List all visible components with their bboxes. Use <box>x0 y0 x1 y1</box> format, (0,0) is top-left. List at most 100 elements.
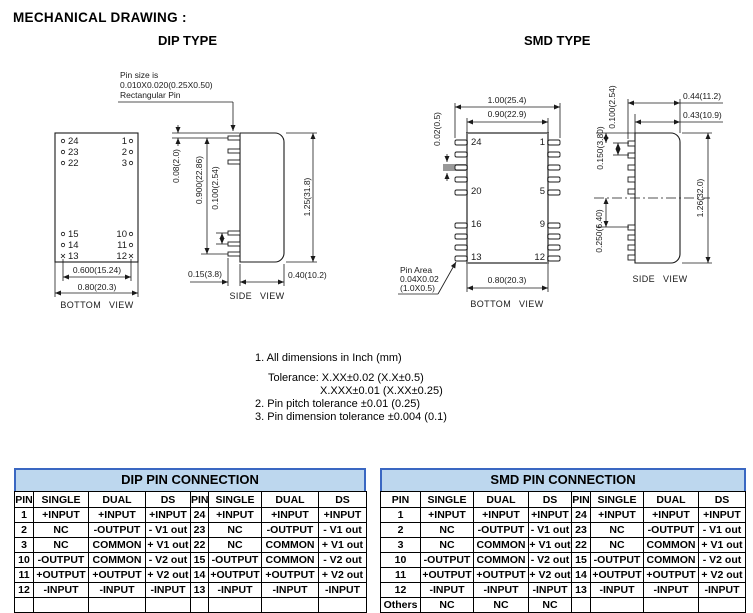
column-header: DS <box>528 491 572 508</box>
table-row: 10 -OUTPUT COMMON - V2 out 15 -OUTPUT COMMON - … <box>380 552 746 568</box>
table-cell: COMMON <box>473 552 529 568</box>
dim-label: 0.43(10.9) <box>683 110 722 120</box>
table-cell: +INPUT <box>318 507 367 523</box>
svg-text:22: 22 <box>68 158 79 169</box>
dip-pin-note-line: Rectangular Pin <box>120 90 181 100</box>
svg-text:1: 1 <box>122 136 127 147</box>
table-cell: NC <box>33 522 89 538</box>
dip-pin-connection-section: DIP PIN CONNECTION PIN SINGLE DUAL DS PIN SIN… <box>14 468 367 613</box>
table-cell: NC <box>420 522 474 538</box>
dim-label: 0.100(2.54) <box>210 166 220 210</box>
smd-table-title: SMD PIN CONNECTION <box>380 468 746 491</box>
dim-label: 0.40(10.2) <box>288 270 327 280</box>
table-cell: 2 <box>14 522 34 538</box>
table-cell: 12 <box>14 582 34 598</box>
table-cell: + V2 out <box>528 567 572 583</box>
table-cell: NC <box>208 537 262 553</box>
column-header: SINGLE <box>208 491 262 508</box>
dim-label: 1.25(31.8) <box>302 177 312 216</box>
svg-text:16: 16 <box>471 219 482 230</box>
note-line: 2. Pin pitch tolerance ±0.01 (0.25) <box>255 398 421 410</box>
table-row: 2 NC -OUTPUT - V1 out 23 NC -OUTPUT - V1 out <box>380 522 746 538</box>
table-cell: +INPUT <box>528 507 572 523</box>
smd-pin-connection-section: SMD PIN CONNECTION PIN SINGLE DUAL DS PIN SIN… <box>380 468 746 613</box>
table-row: Others NC NC NC <box>380 597 746 613</box>
table-cell: NC <box>590 522 644 538</box>
dim-label: 0.150(3.80) <box>595 126 605 170</box>
table-cell: +INPUT <box>261 507 319 523</box>
smd-pin-table: PIN SINGLE DUAL DS PIN SINGLE DUAL DS 1 +INPUT +IN… <box>380 491 746 613</box>
table-cell: 15 <box>571 552 591 568</box>
table-cell: -INPUT <box>145 582 191 598</box>
table-cell: 2 <box>380 522 421 538</box>
table-cell: -OUTPUT <box>420 552 474 568</box>
table-cell: 14 <box>190 567 209 583</box>
dim-label: 0.100(2.54) <box>607 85 617 129</box>
table-cell: +INPUT <box>208 507 262 523</box>
table-cell <box>698 597 746 613</box>
smd-pin-area-note: 0.04X0.02 <box>400 274 439 284</box>
table-cell: -OUTPUT <box>261 522 319 538</box>
table-cell: -INPUT <box>318 582 367 598</box>
table-row: 3 NC COMMON + V1 out 22 NC COMMON + V1 out <box>380 537 746 553</box>
table-row: 12 -INPUT -INPUT -INPUT 13 -INPUT -INPUT -INPUT <box>380 582 746 598</box>
table-cell: + V2 out <box>698 567 746 583</box>
dip-bottom-body <box>54 132 139 263</box>
svg-text:13: 13 <box>68 251 79 262</box>
table-cell: COMMON <box>261 537 319 553</box>
table-cell <box>318 597 367 613</box>
dim-label: 0.900(22.86) <box>194 156 204 204</box>
table-cell: +OUTPUT <box>88 567 146 583</box>
dip-bottom-pin-numbers: 24 23 22 15 14 13 1 2 3 10 11 12 <box>68 136 127 262</box>
table-cell: NC <box>420 537 474 553</box>
table-cell: -INPUT <box>643 582 699 598</box>
column-header: PIN <box>190 491 209 508</box>
smd-pin-area-note: (1.0X0.5) <box>400 283 435 293</box>
dip-side-body <box>239 132 285 263</box>
smd-bottom-pins <box>454 139 561 262</box>
dim-label: 0.44(11.2) <box>683 91 721 101</box>
svg-text:10: 10 <box>116 229 127 240</box>
dim-label: 0.600(15.24) <box>73 265 121 275</box>
table-cell: -OUTPUT <box>643 522 699 538</box>
smd-bottom-view-label: BOTTOM VIEW <box>470 299 543 309</box>
table-cell <box>14 597 34 613</box>
table-cell <box>33 597 89 613</box>
table-cell: -OUTPUT <box>473 522 529 538</box>
smd-pin-area-note: Pin Area <box>400 265 432 275</box>
column-header: DUAL <box>88 491 146 508</box>
table-cell: 14 <box>571 567 591 583</box>
table-cell: + V1 out <box>528 537 572 553</box>
smd-bottom-pin-numbers: 24 20 16 13 1 5 9 12 <box>471 137 545 263</box>
table-row: 11 +OUTPUT +OUTPUT + V2 out 14 +OUTPUT +OUTPUT… <box>14 567 367 583</box>
table-cell: 23 <box>190 522 209 538</box>
table-cell: - V2 out <box>528 552 572 568</box>
table-cell: - V1 out <box>528 522 572 538</box>
table-cell: 13 <box>190 582 209 598</box>
table-cell: 22 <box>190 537 209 553</box>
dip-drawing: Pin size is 0.010X0.020(0.25X0.50) Recta… <box>54 70 327 310</box>
table-row: 12 -INPUT -INPUT -INPUT 13 -INPUT -INPUT -INPUT <box>14 582 367 598</box>
table-cell: -INPUT <box>528 582 572 598</box>
table-cell: -OUTPUT <box>590 552 644 568</box>
table-cell: -INPUT <box>473 582 529 598</box>
table-cell: -OUTPUT <box>33 552 89 568</box>
svg-text:15: 15 <box>68 229 79 240</box>
table-cell: 10 <box>14 552 34 568</box>
table-cell: +OUTPUT <box>33 567 89 583</box>
svg-text:24: 24 <box>68 136 79 147</box>
table-cell: +INPUT <box>643 507 699 523</box>
dim-label: 0.08(2.0) <box>171 149 181 183</box>
dip-table-title: DIP PIN CONNECTION <box>14 468 366 491</box>
table-cell <box>261 597 319 613</box>
svg-text:3: 3 <box>122 158 127 169</box>
table-cell: 13 <box>571 582 591 598</box>
table-cell: + V2 out <box>145 567 191 583</box>
column-header: PIN <box>14 491 34 508</box>
column-header: DUAL <box>261 491 319 508</box>
table-cell: -INPUT <box>208 582 262 598</box>
smd-drawing: 24 20 16 13 1 5 9 12 1.00(25.4) <box>398 85 723 309</box>
table-cell: - V1 out <box>698 522 746 538</box>
table-cell: NC <box>473 597 529 613</box>
